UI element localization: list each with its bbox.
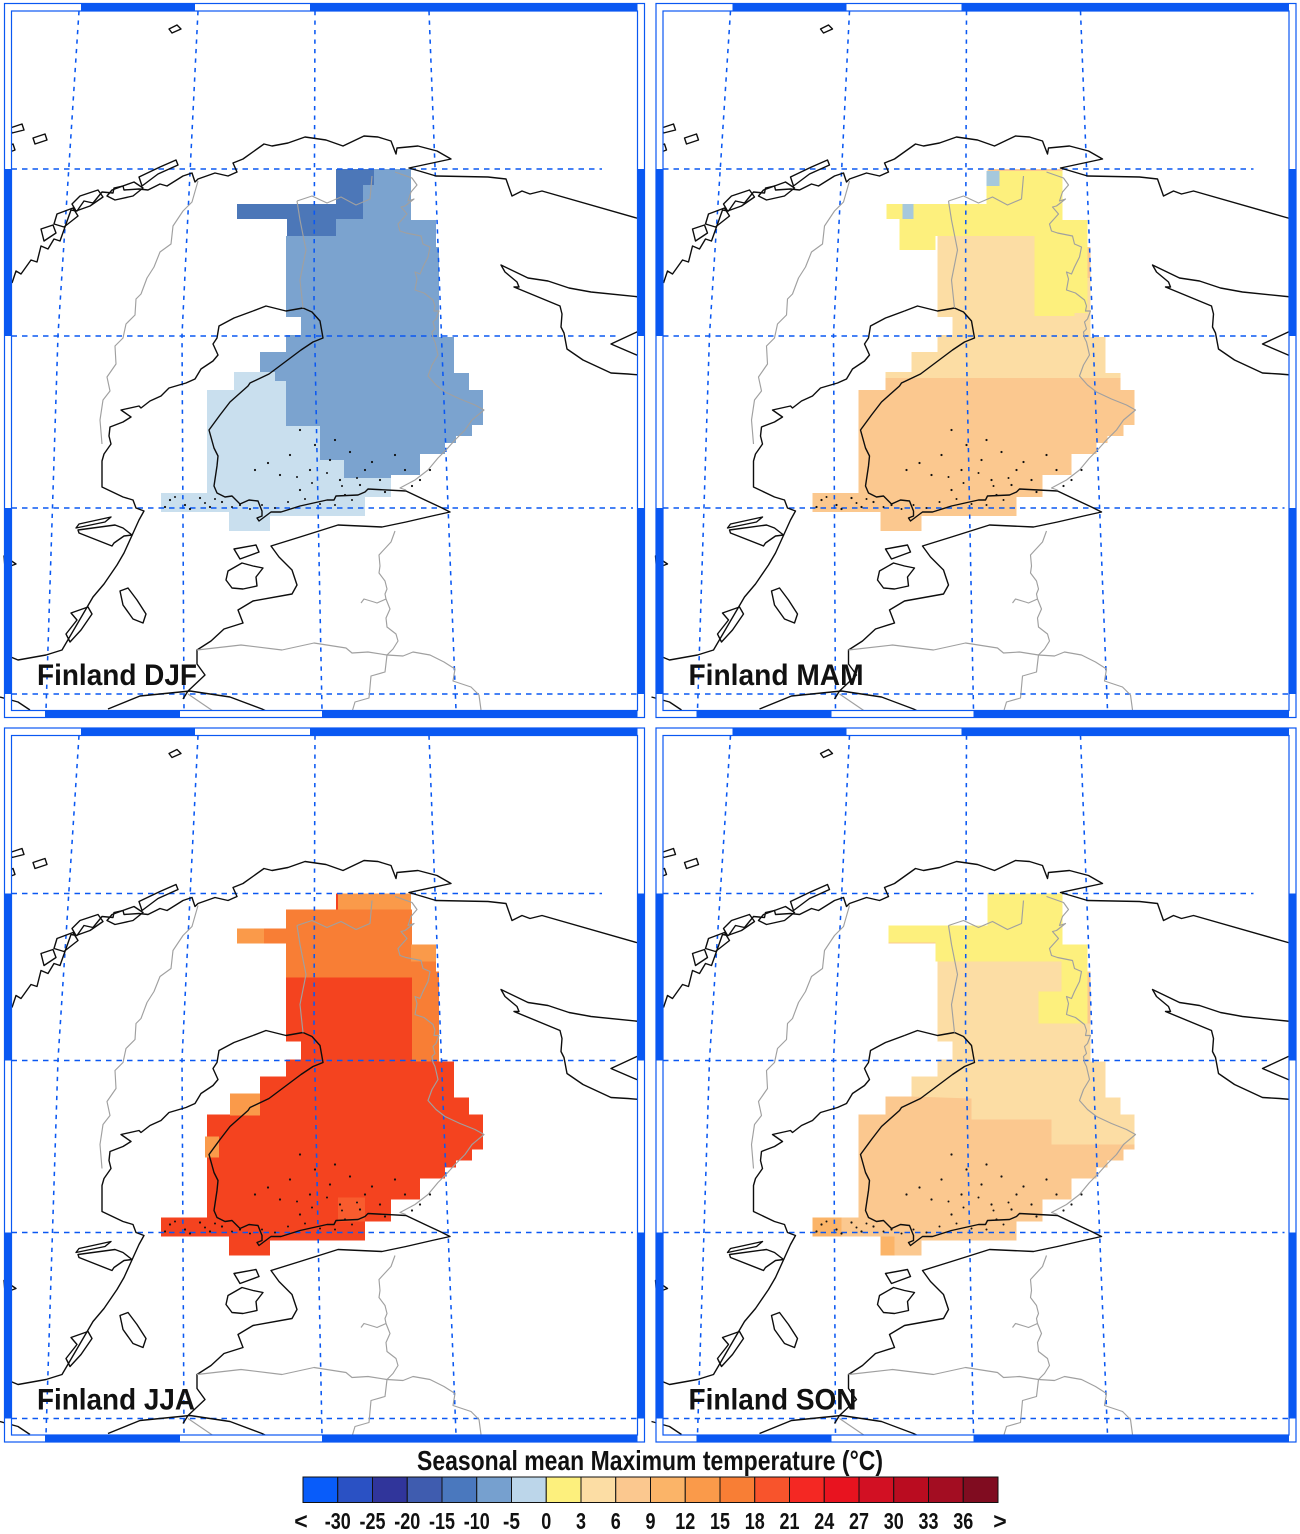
svg-text:<: < — [294, 1508, 307, 1534]
svg-text:Finland SON: Finland SON — [689, 1384, 857, 1417]
svg-text:Finland DJF: Finland DJF — [37, 659, 197, 692]
svg-text:36: 36 — [953, 1508, 973, 1534]
svg-text:6: 6 — [611, 1508, 621, 1534]
svg-text:21: 21 — [780, 1508, 800, 1534]
svg-text:24: 24 — [814, 1508, 834, 1534]
svg-text:-30: -30 — [325, 1508, 351, 1534]
svg-text:Seasonal mean Maximum temperat: Seasonal mean Maximum temperature (°C) — [417, 1445, 883, 1476]
svg-text:-15: -15 — [429, 1508, 455, 1534]
svg-text:15: 15 — [710, 1508, 730, 1534]
svg-text:-5: -5 — [503, 1508, 520, 1534]
svg-text:12: 12 — [675, 1508, 695, 1534]
svg-text:-25: -25 — [360, 1508, 386, 1534]
svg-text:-10: -10 — [464, 1508, 490, 1534]
svg-text:Finland JJA: Finland JJA — [37, 1384, 195, 1417]
svg-text:0: 0 — [541, 1508, 551, 1534]
svg-text:9: 9 — [646, 1508, 656, 1534]
svg-text:33: 33 — [919, 1508, 939, 1534]
svg-text:3: 3 — [576, 1508, 586, 1534]
svg-text:>: > — [993, 1508, 1006, 1534]
svg-text:30: 30 — [884, 1508, 904, 1534]
svg-text:-20: -20 — [394, 1508, 420, 1534]
svg-text:27: 27 — [849, 1508, 869, 1534]
svg-text:18: 18 — [745, 1508, 765, 1534]
svg-text:Finland MAM: Finland MAM — [689, 659, 864, 692]
